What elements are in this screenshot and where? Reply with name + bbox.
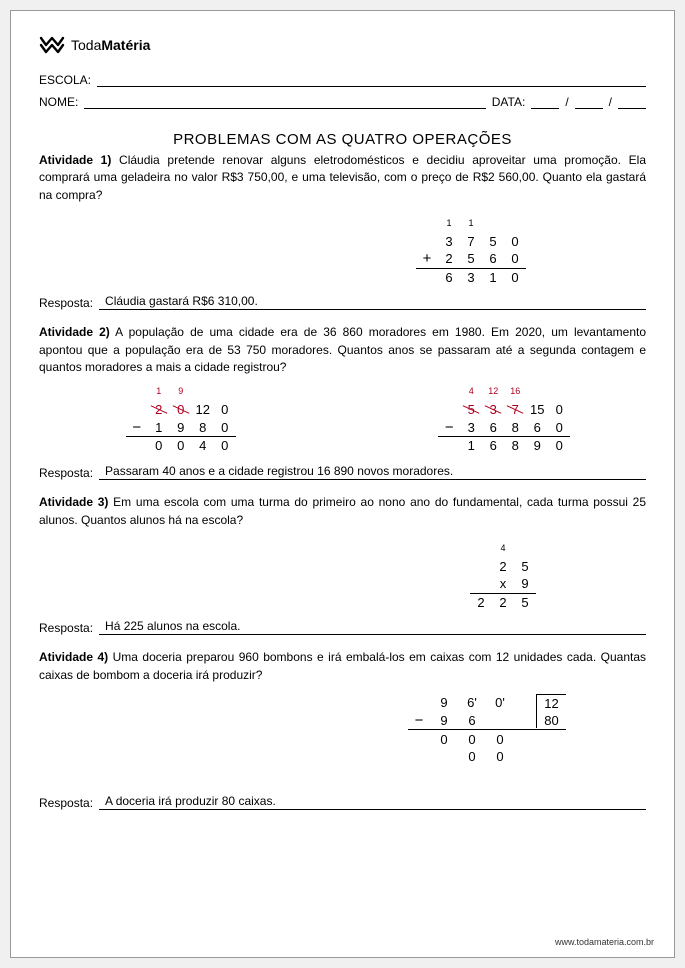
plus-icon: + [416, 250, 438, 268]
brand-prefix: Toda [71, 37, 101, 53]
minus-icon: − [126, 418, 148, 436]
activity-1-text: Atividade 1) Cláudia pretende renovar al… [39, 152, 646, 204]
activity-1-label: Atividade 1) [39, 153, 111, 167]
worksheet-page: TodaMatéria ESCOLA: NOME: DATA: / / PROB… [10, 10, 675, 958]
addition-table: 1 1 3 7 5 0 + 2 5 6 0 6 3 1 [416, 214, 526, 286]
activity-4-text: Atividade 4) Uma doceria preparou 960 bo… [39, 649, 646, 684]
activity-4-response: Resposta: A doceria irá produzir 80 caix… [39, 794, 646, 810]
activity-4-body: Uma doceria preparou 960 bombons e irá e… [39, 650, 646, 681]
nome-label: NOME: [39, 95, 78, 109]
resp-answer-3: Há 225 alunos na escola. [99, 619, 646, 635]
footer-url: www.todamateria.com.br [555, 937, 654, 947]
nome-input-line[interactable] [84, 95, 485, 109]
activity-2-body: A população de uma cidade era de 36 860 … [39, 325, 646, 374]
data-label: DATA: [492, 95, 526, 109]
brand-text: TodaMatéria [71, 37, 150, 53]
activity-2-text: Atividade 2) A população de uma cidade e… [39, 324, 646, 376]
resp-answer-4: A doceria irá produzir 80 caixas. [99, 794, 646, 810]
quotient: 80 [541, 713, 562, 728]
field-escola: ESCOLA: [39, 73, 646, 87]
subtraction-left: 1 9 2 0 12 0 − 1 9 8 0 [126, 382, 236, 454]
resp-answer-2: Passaram 40 anos e a cidade registrou 16… [99, 464, 646, 480]
activity-4-label: Atividade 4) [39, 650, 108, 664]
date-sep-2: / [609, 95, 612, 109]
worksheet-title: PROBLEMAS COM AS QUATRO OPERAÇÕES [39, 131, 646, 148]
data-year-line[interactable] [618, 95, 646, 109]
brand-bold: Matéria [101, 37, 150, 53]
data-day-line[interactable] [531, 95, 559, 109]
minus-icon-3: − [408, 712, 430, 730]
activity-3-text: Atividade 3) Em uma escola com uma turma… [39, 494, 646, 529]
resp-label-2: Resposta: [39, 466, 93, 480]
activity-1-calc: 1 1 3 7 5 0 + 2 5 6 0 6 3 1 [39, 214, 646, 286]
brand-logo-icon [39, 35, 65, 55]
resp-label-1: Resposta: [39, 296, 93, 310]
subtraction-right: 4 12 16 5 3 7 15 0 − 3 6 8 [438, 382, 570, 454]
activity-2-response: Resposta: Passaram 40 anos e a cidade re… [39, 464, 646, 480]
escola-label: ESCOLA: [39, 73, 91, 87]
data-month-line[interactable] [575, 95, 603, 109]
activity-2-calc: 1 9 2 0 12 0 − 1 9 8 0 [39, 382, 646, 454]
division-table: 9 6' 0' 12 80 − 9 6 0 0 [408, 694, 566, 766]
escola-input-line[interactable] [97, 73, 646, 87]
activity-4-calc: 9 6' 0' 12 80 − 9 6 0 0 [39, 694, 646, 766]
field-nome-data: NOME: DATA: / / [39, 95, 646, 109]
resp-answer-1: Cláudia gastará R$6 310,00. [99, 294, 646, 310]
activity-3-calc: 4 25 x9 225 [39, 539, 646, 611]
date-sep-1: / [565, 95, 568, 109]
resp-label-3: Resposta: [39, 621, 93, 635]
activity-1-response: Resposta: Cláudia gastará R$6 310,00. [39, 294, 646, 310]
resp-label-4: Resposta: [39, 796, 93, 810]
activity-3-body: Em uma escola com uma turma do primeiro … [39, 495, 646, 526]
division-bracket: 12 80 [536, 694, 566, 728]
minus-icon-2: − [438, 418, 460, 436]
multiplication-table: 4 25 x9 225 [470, 539, 536, 611]
activity-1-body: Cláudia pretende renovar alguns eletrodo… [39, 153, 646, 202]
activity-2-label: Atividade 2) [39, 325, 110, 339]
times-icon: x [492, 575, 514, 593]
divisor: 12 [541, 696, 562, 713]
activity-3-label: Atividade 3) [39, 495, 108, 509]
activity-3-response: Resposta: Há 225 alunos na escola. [39, 619, 646, 635]
brand: TodaMatéria [39, 35, 646, 55]
